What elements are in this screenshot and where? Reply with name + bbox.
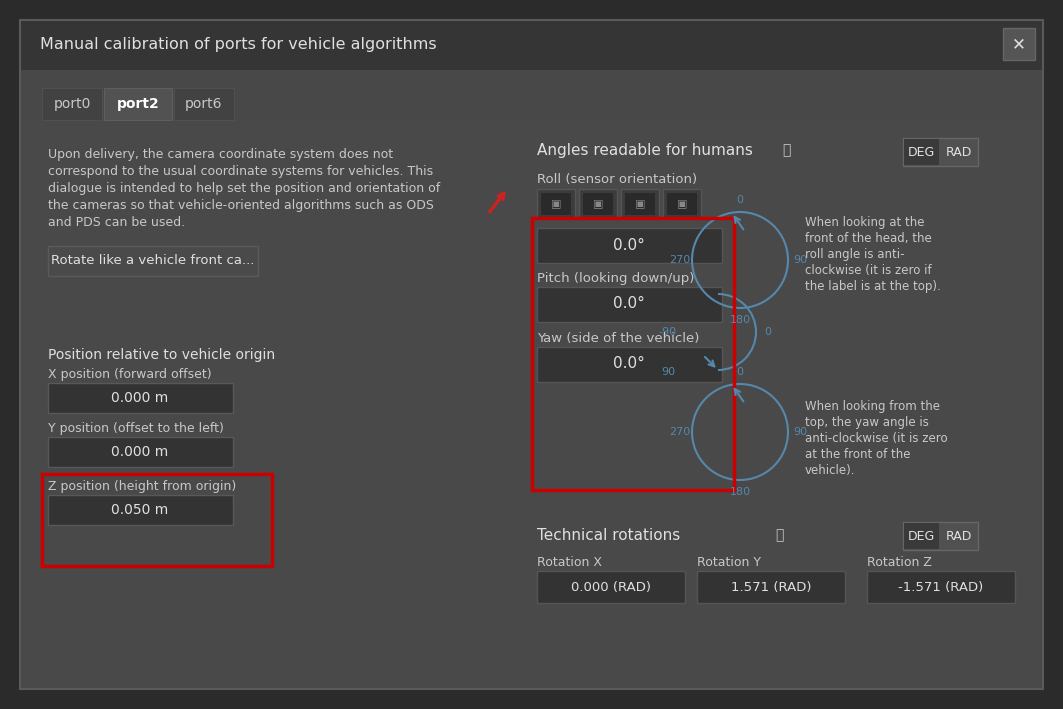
Text: RAD: RAD — [946, 145, 973, 159]
Bar — [48, 383, 233, 413]
Text: Pitch (looking down/up): Pitch (looking down/up) — [537, 272, 694, 285]
Text: 180: 180 — [729, 487, 750, 497]
Text: the label is at the top).: the label is at the top). — [805, 280, 941, 293]
Text: port2: port2 — [117, 97, 159, 111]
Bar — [867, 571, 1015, 603]
Bar — [904, 523, 939, 549]
Bar — [902, 138, 978, 166]
Text: 0.0°: 0.0° — [613, 238, 645, 252]
Text: Angles readable for humans: Angles readable for humans — [537, 143, 753, 158]
Text: 0.000 m: 0.000 m — [112, 391, 169, 405]
Text: Rotation Z: Rotation Z — [867, 556, 932, 569]
Bar — [20, 120, 1043, 689]
Text: Rotation X: Rotation X — [537, 556, 602, 569]
Bar — [663, 189, 701, 219]
Bar — [537, 347, 722, 382]
Text: 0: 0 — [737, 367, 743, 377]
Text: 0.0°: 0.0° — [613, 296, 645, 311]
Text: the cameras so that vehicle-oriented algorithms such as ODS: the cameras so that vehicle-oriented alg… — [48, 199, 434, 212]
Text: Upon delivery, the camera coordinate system does not: Upon delivery, the camera coordinate sys… — [48, 148, 393, 161]
Bar — [20, 70, 1043, 689]
Text: When looking from the: When looking from the — [805, 400, 940, 413]
Text: 270: 270 — [670, 427, 691, 437]
Text: roll angle is anti-: roll angle is anti- — [805, 248, 905, 261]
Bar — [174, 88, 234, 120]
Text: dialogue is intended to help set the position and orientation of: dialogue is intended to help set the pos… — [48, 182, 440, 195]
Text: -90: -90 — [659, 327, 677, 337]
Text: -1.571 (RAD): -1.571 (RAD) — [898, 581, 983, 593]
Text: ▣: ▣ — [677, 199, 688, 209]
Bar — [537, 571, 685, 603]
Text: DEG: DEG — [908, 530, 934, 542]
Text: ▣: ▣ — [551, 199, 561, 209]
Text: port0: port0 — [53, 97, 90, 111]
Text: 270: 270 — [670, 255, 691, 265]
Text: 90: 90 — [661, 367, 675, 377]
Text: 0: 0 — [764, 327, 772, 337]
Text: port6: port6 — [185, 97, 223, 111]
Bar — [43, 474, 272, 566]
Bar — [902, 522, 978, 550]
Text: 0: 0 — [737, 195, 743, 205]
Bar — [537, 287, 722, 322]
Text: and PDS can be used.: and PDS can be used. — [48, 216, 185, 229]
Bar — [43, 88, 102, 120]
Bar — [579, 189, 617, 219]
Text: 90: 90 — [793, 255, 807, 265]
Text: front of the head, the: front of the head, the — [805, 232, 932, 245]
Text: Technical rotations: Technical rotations — [537, 528, 680, 543]
Bar — [48, 437, 233, 467]
Text: 0.050 m: 0.050 m — [112, 503, 169, 517]
Bar — [904, 139, 939, 165]
Text: ▣: ▣ — [635, 199, 645, 209]
Text: When looking at the: When looking at the — [805, 216, 925, 229]
Bar — [621, 189, 659, 219]
Text: ⓘ: ⓘ — [782, 143, 791, 157]
Bar — [1003, 28, 1035, 60]
Bar — [583, 193, 613, 215]
Text: 0.000 m: 0.000 m — [112, 445, 169, 459]
Text: at the front of the: at the front of the — [805, 448, 911, 461]
Text: correspond to the usual coordinate systems for vehicles. This: correspond to the usual coordinate syste… — [48, 165, 433, 178]
Bar — [537, 228, 722, 263]
Bar — [667, 193, 697, 215]
Text: Manual calibration of ports for vehicle algorithms: Manual calibration of ports for vehicle … — [40, 38, 437, 52]
Text: Rotation Y: Rotation Y — [697, 556, 761, 569]
Text: 1.571 (RAD): 1.571 (RAD) — [730, 581, 811, 593]
Bar — [104, 88, 172, 120]
Bar — [48, 495, 233, 525]
Bar — [625, 193, 655, 215]
Text: Roll (sensor orientation): Roll (sensor orientation) — [537, 173, 697, 186]
Text: ✕: ✕ — [1012, 35, 1026, 53]
Text: 90: 90 — [793, 427, 807, 437]
Text: 0.0°: 0.0° — [613, 357, 645, 372]
Text: RAD: RAD — [946, 530, 973, 542]
Text: 0.000 (RAD): 0.000 (RAD) — [571, 581, 651, 593]
Text: Rotate like a vehicle front ca...: Rotate like a vehicle front ca... — [51, 255, 255, 267]
Bar — [697, 571, 845, 603]
Text: Position relative to vehicle origin: Position relative to vehicle origin — [48, 348, 275, 362]
Text: 180: 180 — [729, 315, 750, 325]
Bar — [541, 193, 571, 215]
Bar — [20, 20, 1043, 70]
Text: DEG: DEG — [908, 145, 934, 159]
Text: vehicle).: vehicle). — [805, 464, 856, 477]
Text: ▣: ▣ — [593, 199, 603, 209]
Text: Yaw (side of the vehicle): Yaw (side of the vehicle) — [537, 332, 699, 345]
Bar — [532, 218, 733, 490]
Text: anti-clockwise (it is zero: anti-clockwise (it is zero — [805, 432, 947, 445]
Bar — [532, 218, 733, 490]
Bar — [48, 246, 258, 276]
Text: ⓘ: ⓘ — [775, 528, 783, 542]
Text: Z position (height from origin): Z position (height from origin) — [48, 480, 236, 493]
Text: top, the yaw angle is: top, the yaw angle is — [805, 416, 929, 429]
Bar — [537, 189, 575, 219]
Text: Y position (offset to the left): Y position (offset to the left) — [48, 422, 224, 435]
Text: X position (forward offset): X position (forward offset) — [48, 368, 212, 381]
Bar — [43, 474, 272, 566]
Text: clockwise (it is zero if: clockwise (it is zero if — [805, 264, 931, 277]
